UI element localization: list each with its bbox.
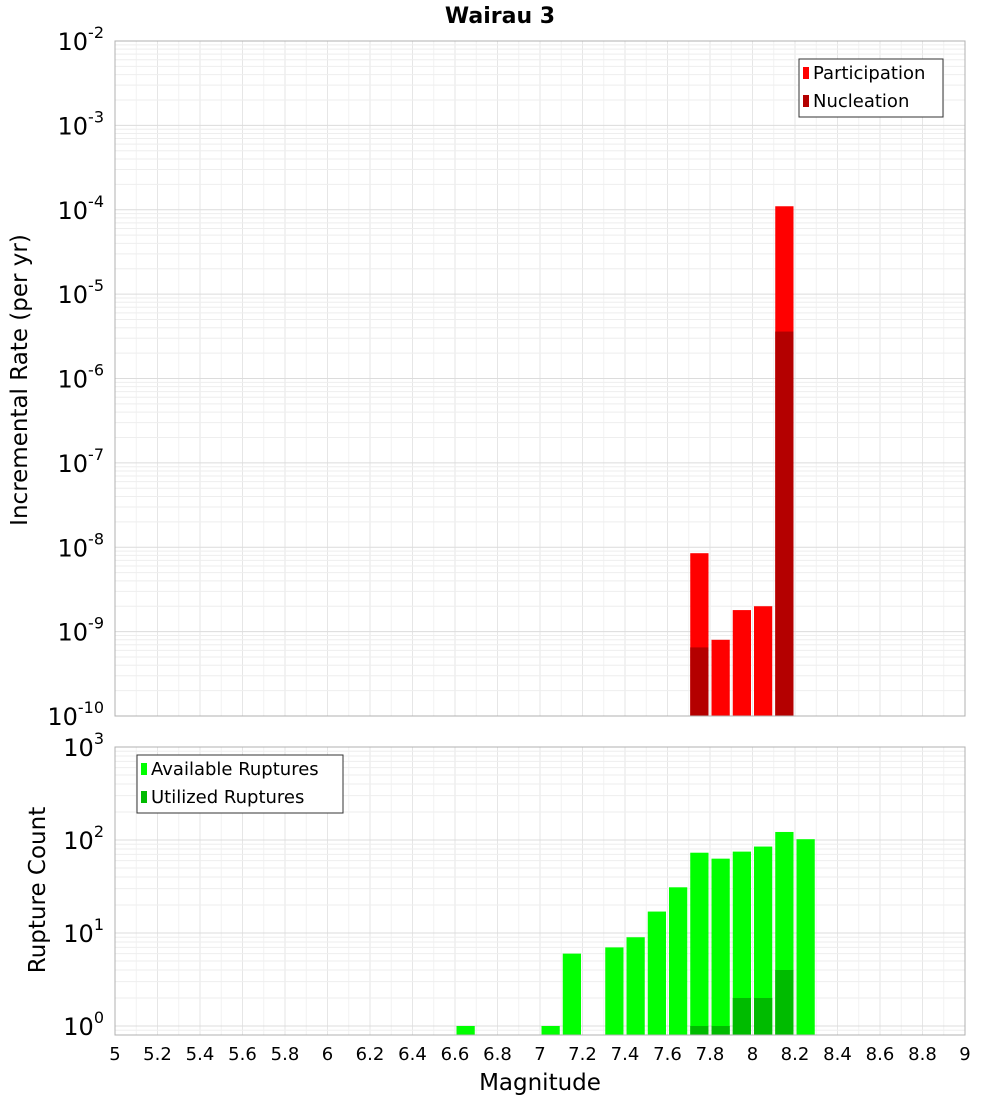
- bottom-y-tick-label: 100: [63, 1008, 104, 1041]
- top-y-tick-label: 10-2: [58, 23, 105, 56]
- bottom-bar-available-ruptures: [605, 947, 624, 1035]
- bottom-bar-available-ruptures: [456, 1025, 475, 1035]
- top-bar-nucleation: [690, 647, 709, 716]
- bottom-bar-utilized-ruptures: [732, 997, 751, 1035]
- x-tick-label: 6: [322, 1044, 333, 1065]
- top-plot-border: [114, 40, 966, 717]
- bottom-bar-utilized-ruptures: [754, 997, 773, 1035]
- bottom-y-tick-label: 102: [63, 822, 104, 855]
- x-tick-label: 7: [534, 1044, 545, 1065]
- x-tick-label: 8: [747, 1044, 758, 1065]
- top-bar-participation: [732, 610, 751, 716]
- bottom-bar-utilized-ruptures: [775, 969, 794, 1035]
- x-tick-label: 6.8: [483, 1044, 512, 1065]
- bottom-legend: [136, 754, 344, 814]
- top-legend-swatch: [803, 67, 809, 79]
- top-legend: [798, 58, 944, 118]
- x-tick-label: 5.2: [143, 1044, 172, 1065]
- x-tick-label: 8.2: [781, 1044, 810, 1065]
- bottom-bar-available-ruptures: [711, 858, 730, 1035]
- bottom-legend-swatch: [141, 763, 147, 775]
- top-y-tick-label: 10-3: [58, 107, 105, 140]
- bottom-bar-available-ruptures: [647, 911, 666, 1035]
- chart-title: Wairau 3: [445, 4, 555, 29]
- bottom-bar-available-ruptures: [626, 937, 645, 1035]
- top-legend-label: Participation: [813, 63, 925, 84]
- top-y-tick-label: 10-7: [58, 445, 105, 478]
- bottom-bar-available-ruptures: [754, 846, 773, 1035]
- bottom-bar-available-ruptures: [690, 852, 709, 1035]
- top-legend-swatch: [803, 95, 809, 107]
- x-tick-label: 6.4: [398, 1044, 427, 1065]
- x-tick-label: 6.2: [356, 1044, 385, 1065]
- x-tick-label: 7.8: [696, 1044, 725, 1065]
- bottom-panel: 100 101 102 103 Available Ruptures Utilized R…: [63, 729, 970, 1065]
- x-tick-label: 6.6: [441, 1044, 470, 1065]
- bottom-bar-utilized-ruptures: [690, 1025, 709, 1035]
- bottom-legend-label: Available Ruptures: [151, 759, 319, 780]
- top-bar-participation: [754, 606, 773, 716]
- x-axis-title: Magnitude: [479, 1070, 601, 1096]
- x-tick-label: 9: [959, 1044, 970, 1065]
- x-tick-label: 5: [109, 1044, 120, 1065]
- x-tick-label: 8.4: [823, 1044, 852, 1065]
- bottom-y-tick-label: 101: [63, 915, 104, 948]
- bottom-bar-available-ruptures: [669, 887, 688, 1035]
- top-bar-participation: [711, 639, 730, 716]
- top-bar-nucleation: [775, 331, 794, 716]
- x-tick-label: 5.4: [186, 1044, 215, 1065]
- bottom-bar-available-ruptures: [562, 953, 581, 1035]
- top-y-tick-label: 10-5: [58, 276, 105, 309]
- x-tick-label: 7.2: [568, 1044, 597, 1065]
- top-y-tick-label: 10-4: [58, 192, 105, 225]
- bottom-plot-border: [114, 746, 966, 1036]
- bottom-bar-utilized-ruptures: [711, 1025, 730, 1035]
- bottom-y-tick-label: 103: [63, 729, 104, 762]
- x-tick-label: 7.4: [611, 1044, 640, 1065]
- top-y-tick-label: 10-8: [58, 529, 105, 562]
- x-tick-label: 5.6: [228, 1044, 257, 1065]
- top-y-tick-label: 10-10: [47, 698, 104, 731]
- x-tick-label: 5.8: [271, 1044, 300, 1065]
- top-y-tick-label: 10-6: [58, 361, 105, 394]
- top-y-axis-title: Incremental Rate (per yr): [7, 234, 33, 526]
- bottom-bar-available-ruptures: [541, 1025, 560, 1035]
- top-panel: 10-10 10-9 10-8 10-7 10-6 10-5 10-4 10-3 10-2 Par…: [47, 23, 966, 731]
- top-legend-label: Nucleation: [813, 91, 909, 112]
- bottom-y-axis-title: Rupture Count: [25, 807, 51, 973]
- top-y-tick-label: 10-9: [58, 614, 105, 647]
- bottom-bar-available-ruptures: [796, 839, 815, 1035]
- bottom-bar-available-ruptures: [732, 851, 751, 1035]
- bottom-legend-label: Utilized Ruptures: [151, 787, 304, 808]
- x-tick-label: 8.6: [866, 1044, 895, 1065]
- x-tick-label: 8.8: [908, 1044, 937, 1065]
- bottom-legend-swatch: [141, 791, 147, 803]
- x-tick-label: 7.6: [653, 1044, 682, 1065]
